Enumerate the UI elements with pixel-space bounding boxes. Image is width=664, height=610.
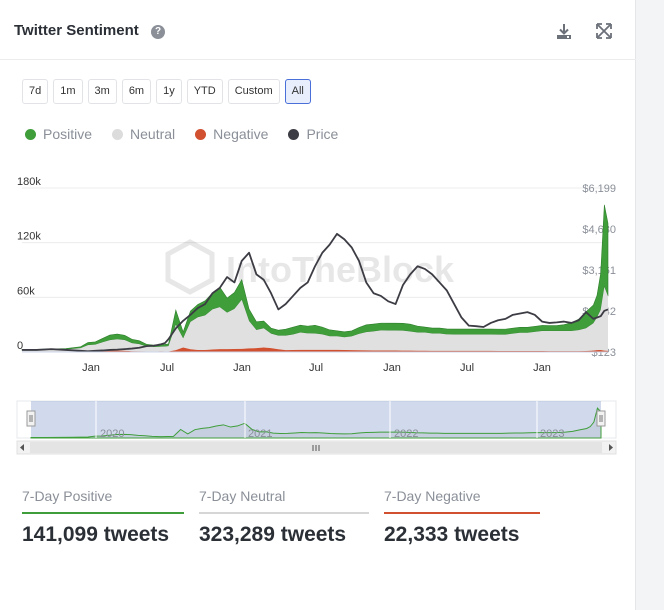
navigator-year-label: 2022	[394, 428, 418, 440]
range-button-1m[interactable]: 1m	[53, 79, 83, 104]
twitter-sentiment-card: Twitter Sentiment ? 7d 1m 3m 6m 1y YTD Custom A…	[0, 0, 636, 610]
price-series-line	[22, 232, 609, 353]
x-tick-label: Jan	[233, 362, 251, 374]
legend-label: Negative	[213, 126, 269, 142]
legend-item-positive[interactable]: Positive	[25, 126, 92, 142]
range-button-ytd[interactable]: YTD	[186, 79, 223, 104]
range-button-3m[interactable]: 3m	[87, 79, 117, 104]
card-title: Twitter Sentiment	[14, 22, 139, 39]
scroll-right-arrow-icon	[609, 444, 613, 451]
stat-value: 22,333 tweets	[384, 523, 520, 546]
legend-label: Neutral	[130, 126, 176, 142]
navigator-selection	[31, 401, 601, 438]
x-tick-label: Jan	[533, 362, 551, 374]
y-left-tick-label: 120k	[17, 231, 41, 243]
scroll-left-arrow-icon	[20, 444, 24, 451]
navigator-background	[16, 400, 617, 439]
seven-day-stats: 7-Day Positive 141,099 tweets 7-Day Neutra…	[22, 488, 555, 547]
y-left-tick-label: 180k	[17, 176, 41, 188]
navigator-scrollbar[interactable]	[16, 440, 617, 455]
watermark: IntoTheBlock	[165, 239, 455, 295]
stat-value: 141,099 tweets	[22, 523, 170, 546]
x-tick-label: Jul	[160, 362, 174, 374]
navigator-year-label: 2023	[540, 428, 564, 440]
time-range-selector: 7d 1m 3m 6m 1y YTD Custom All	[22, 79, 311, 104]
navigator-year-label: 2021	[248, 428, 272, 440]
download-icon[interactable]	[555, 22, 573, 40]
legend-label: Positive	[43, 126, 93, 142]
legend-item-price[interactable]: Price	[288, 126, 338, 142]
x-tick-label: Jan	[383, 362, 401, 374]
stat-7-day-neutral: 7-Day Neutral 323,289 tweets	[199, 488, 369, 547]
neutral-series-area	[22, 286, 608, 352]
stat-label: 7-Day Positive	[22, 488, 184, 514]
legend-item-negative[interactable]: Negative	[195, 126, 268, 142]
watermark-text: IntoTheBlock	[226, 249, 455, 290]
range-button-custom[interactable]: Custom	[227, 79, 280, 104]
stat-7-day-negative: 7-Day Negative 22,333 tweets	[384, 488, 540, 547]
watermark-logo-icon	[165, 239, 215, 295]
x-tick-label: Jul	[309, 362, 323, 374]
navigator-left-handle[interactable]	[26, 410, 36, 427]
expand-icon[interactable]	[595, 22, 613, 40]
card-header: Twitter Sentiment ?	[0, 0, 636, 60]
handle-grip	[26, 410, 36, 427]
y-right-tick-label: $3,161	[582, 265, 616, 277]
range-button-all[interactable]: All	[284, 79, 311, 104]
chart-legend: Positive Neutral Negative Price	[25, 126, 338, 142]
x-tick-label: Jan	[82, 362, 100, 374]
navigator-right-handle[interactable]	[596, 410, 606, 427]
legend-dot-icon	[112, 128, 124, 140]
range-button-6m[interactable]: 6m	[121, 79, 152, 104]
legend-item-neutral[interactable]: Neutral	[112, 126, 175, 142]
y-right-tick-label: $4,680	[582, 224, 616, 236]
stat-label: 7-Day Negative	[384, 488, 540, 514]
y-left-tick-label: 0	[17, 340, 23, 352]
stat-7-day-positive: 7-Day Positive 141,099 tweets	[22, 488, 184, 547]
question-circle-icon[interactable]: ?	[151, 25, 165, 39]
y-right-tick-label: $6,199	[582, 183, 616, 195]
handle-grip	[596, 410, 606, 427]
range-button-7d[interactable]: 7d	[22, 79, 49, 104]
legend-dot-icon	[288, 128, 300, 140]
legend-dot-icon	[195, 128, 207, 140]
legend-dot-icon	[25, 128, 36, 140]
navigator-series	[30, 407, 602, 439]
x-tick-label: Jul	[460, 362, 474, 374]
y-left-tick-label: 60k	[17, 285, 35, 297]
sentiment-chart: 060k120k180k$123$1,642$3,161$4,680$6,199…	[16, 176, 617, 455]
legend-label: Price	[306, 126, 339, 142]
range-button-1y[interactable]: 1y	[156, 79, 182, 104]
stat-value: 323,289 tweets	[199, 523, 347, 546]
stat-label: 7-Day Neutral	[199, 488, 369, 514]
navigator-year-label: 2020	[100, 428, 124, 440]
